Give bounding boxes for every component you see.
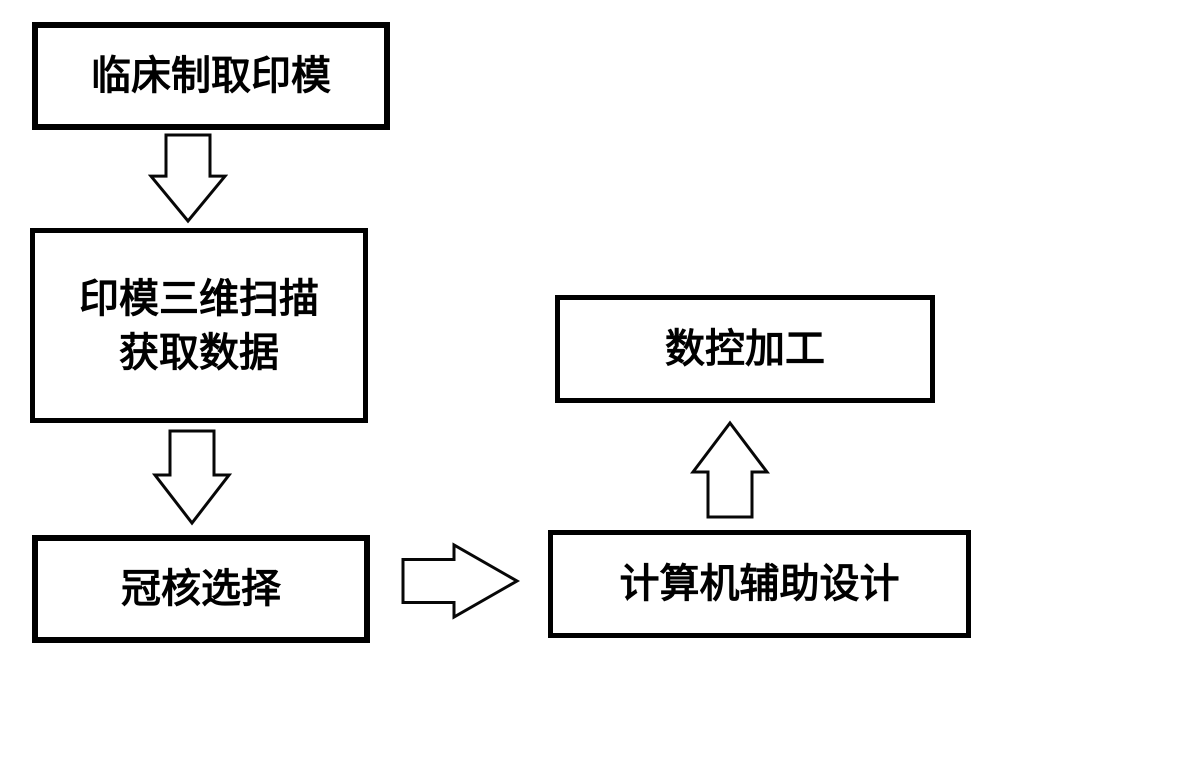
flowchart-node-n2: 印模三维扫描获取数据 xyxy=(30,228,368,423)
flowchart-node-n5: 数控加工 xyxy=(555,295,935,403)
flowchart-node-label: 数控加工 xyxy=(665,322,825,376)
flowchart-arrow-a1 xyxy=(148,132,228,224)
flowchart-node-label: 冠核选择 xyxy=(121,562,281,616)
flowchart-arrow-a3 xyxy=(400,542,520,620)
flowchart-arrow-a2 xyxy=(152,428,232,526)
flowchart-node-label: 计算机辅助设计 xyxy=(620,557,900,611)
flowchart-node-n3: 冠核选择 xyxy=(32,535,370,643)
flowchart-node-label: 印模三维扫描 xyxy=(79,272,319,326)
flowchart-arrow-a4 xyxy=(690,420,770,520)
flowchart-canvas: 临床制取印模印模三维扫描获取数据冠核选择 计算机辅助设计 数控加工 xyxy=(0,0,1198,771)
flowchart-node-label: 获取数据 xyxy=(119,326,279,380)
flowchart-node-label: 临床制取印模 xyxy=(91,49,331,103)
flowchart-node-n4: 计算机辅助设计 xyxy=(548,530,971,638)
flowchart-node-n1: 临床制取印模 xyxy=(32,22,390,130)
